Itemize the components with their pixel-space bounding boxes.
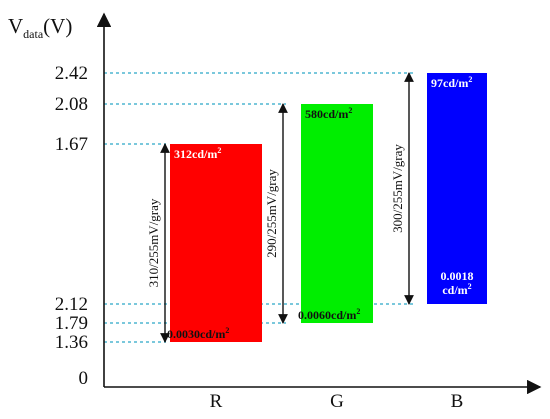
bar-top-label: 312cd/m2 (174, 146, 221, 161)
bar-g (301, 104, 373, 323)
y-axis-title: Vdata(V) (8, 14, 72, 41)
range-label: 290/255mV/gray (264, 169, 279, 258)
x-category-label: B (451, 391, 464, 412)
bar-b (427, 73, 487, 304)
y-tick-label: 1.79 (55, 313, 88, 334)
y-tick-label: 1.67 (55, 134, 88, 155)
svg-text:Vdata(V): Vdata(V) (8, 14, 72, 41)
y-tick-label: 1.36 (55, 332, 88, 353)
bar-bottom-label: 0.0060cd/m2 (298, 307, 360, 322)
bar-top-label: 580cd/m2 (305, 106, 352, 121)
range-label: 310/255mV/gray (146, 198, 161, 287)
y-axis-title-subscript: data (23, 27, 44, 41)
y-tick-label: 2.08 (55, 94, 88, 115)
y-axis-title-unit: (V) (43, 14, 72, 38)
y-tick-label: 2.42 (55, 63, 88, 84)
bar-bottom-label: 0.0018 cd/m2 (441, 269, 474, 297)
bar-r (170, 144, 262, 342)
y-tick-label: 0 (79, 368, 89, 389)
bar-top-label: 97cd/m2 (431, 75, 472, 90)
bar-bottom-label: 0.0030cd/m2 (167, 326, 229, 341)
x-category-label: R (210, 391, 223, 412)
y-tick-label: 2.12 (55, 294, 88, 315)
range-label: 300/255mV/gray (390, 144, 405, 233)
y-axis-title-main: V (8, 14, 23, 38)
x-category-label: G (330, 391, 344, 412)
